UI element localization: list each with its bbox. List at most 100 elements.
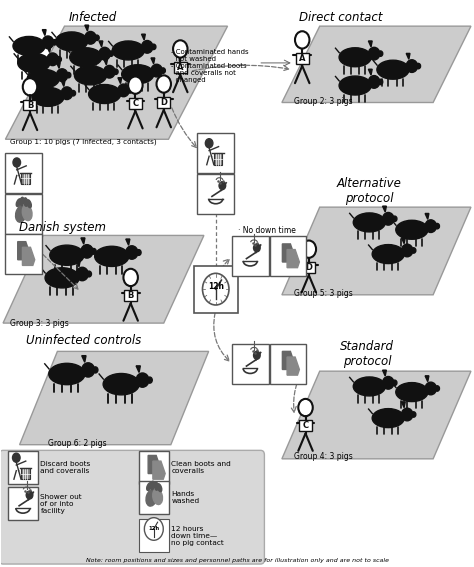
Ellipse shape [95,246,129,266]
Text: B: B [128,291,134,300]
Ellipse shape [70,48,102,67]
Polygon shape [142,34,146,40]
Ellipse shape [392,380,397,386]
Ellipse shape [27,69,59,88]
Polygon shape [47,46,51,53]
Ellipse shape [128,88,132,93]
Text: Group 2: 3 pigs: Group 2: 3 pigs [294,96,352,105]
Text: Group 3: 3 pigs: Group 3: 3 pigs [10,319,69,328]
Ellipse shape [20,197,24,206]
Text: D: D [160,98,167,107]
Ellipse shape [81,244,93,258]
Ellipse shape [136,249,141,255]
Ellipse shape [396,383,428,401]
FancyBboxPatch shape [0,450,264,564]
Ellipse shape [87,271,91,277]
Ellipse shape [42,36,54,49]
Text: - Contaminated hands
  not washed
- Contaminated boots
  and coveralls not
  cha: - Contaminated hands not washed - Contam… [171,49,248,83]
Polygon shape [76,260,80,267]
Ellipse shape [161,68,165,73]
Bar [214,154,222,165]
Polygon shape [118,78,122,83]
Ellipse shape [56,69,68,82]
Ellipse shape [103,374,139,395]
Polygon shape [282,26,471,103]
Circle shape [128,77,143,94]
Polygon shape [283,244,295,262]
Circle shape [254,244,260,252]
FancyBboxPatch shape [296,53,309,64]
Ellipse shape [411,248,416,253]
Ellipse shape [154,482,158,490]
Bar [21,468,29,479]
FancyBboxPatch shape [302,262,315,273]
Ellipse shape [112,41,145,60]
Polygon shape [401,402,405,408]
Polygon shape [425,214,429,219]
Text: Standard
protocol: Standard protocol [340,340,394,369]
Circle shape [254,352,260,359]
Ellipse shape [378,51,383,56]
Text: Group 1: 10 pigs (7 infected, 3 contacts): Group 1: 10 pigs (7 infected, 3 contacts… [10,138,157,145]
Polygon shape [282,371,471,459]
Ellipse shape [16,206,27,222]
FancyBboxPatch shape [124,290,137,301]
FancyBboxPatch shape [232,344,269,384]
Polygon shape [368,69,372,75]
Text: Hands
washed: Hands washed [171,492,200,505]
Ellipse shape [435,386,439,391]
Ellipse shape [146,483,152,490]
FancyBboxPatch shape [270,344,307,384]
FancyBboxPatch shape [174,62,187,73]
Ellipse shape [32,87,64,107]
Bar [21,172,30,184]
Ellipse shape [378,79,383,84]
Polygon shape [136,366,140,373]
FancyBboxPatch shape [157,97,170,108]
Ellipse shape [104,65,115,78]
Ellipse shape [401,408,413,421]
Ellipse shape [425,382,437,395]
FancyBboxPatch shape [270,236,307,277]
Ellipse shape [401,244,413,257]
Polygon shape [5,26,228,139]
Ellipse shape [91,248,96,254]
Ellipse shape [114,69,118,74]
Ellipse shape [95,35,99,40]
Ellipse shape [22,205,32,221]
Ellipse shape [57,57,61,62]
Polygon shape [61,81,65,86]
Circle shape [202,273,229,305]
FancyBboxPatch shape [8,451,38,484]
Text: Infected: Infected [69,11,117,24]
Ellipse shape [406,60,418,73]
Ellipse shape [392,216,397,222]
Ellipse shape [368,75,380,88]
Ellipse shape [396,220,428,239]
Text: D: D [305,263,312,272]
Circle shape [13,158,20,167]
Circle shape [205,139,213,148]
Ellipse shape [76,267,88,281]
Text: Clean boots and
coveralls: Clean boots and coveralls [171,462,231,475]
Polygon shape [287,357,300,375]
Polygon shape [383,206,386,212]
Circle shape [12,453,20,462]
Polygon shape [287,249,300,268]
Text: Note: room positions and sizes and personnel paths are for illustration only and: Note: room positions and sizes and perso… [85,558,389,563]
Polygon shape [425,376,429,382]
Ellipse shape [368,47,380,60]
Polygon shape [104,59,108,65]
FancyBboxPatch shape [194,266,237,312]
FancyBboxPatch shape [299,421,312,431]
Text: B: B [27,100,33,109]
Ellipse shape [66,73,71,78]
Ellipse shape [153,489,163,505]
Polygon shape [401,238,405,244]
Polygon shape [19,352,209,445]
Polygon shape [153,461,165,479]
Ellipse shape [372,244,404,264]
Polygon shape [56,62,60,69]
FancyBboxPatch shape [5,194,42,234]
Ellipse shape [24,198,27,206]
